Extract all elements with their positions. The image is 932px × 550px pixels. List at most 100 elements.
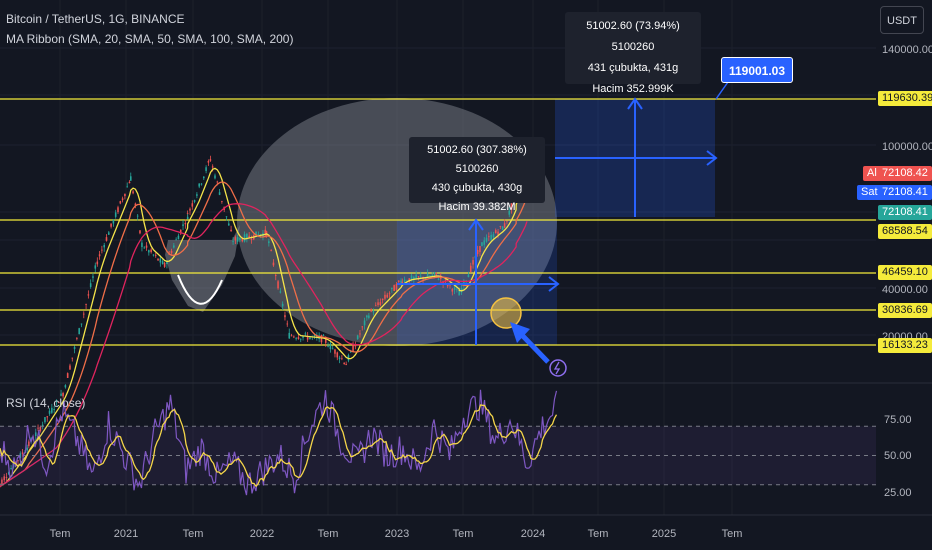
candle-body xyxy=(413,276,415,279)
measure-2-arrowhead-right xyxy=(706,150,718,166)
candle-body xyxy=(284,315,286,318)
candle-body xyxy=(89,283,92,287)
candle-body xyxy=(98,254,101,257)
candle-body xyxy=(182,224,184,227)
last-price: 72108.41 xyxy=(878,205,932,220)
time-tick-label: Tem xyxy=(183,528,204,540)
candle-body xyxy=(270,250,272,251)
candle-body xyxy=(241,239,244,242)
candle-body xyxy=(46,416,49,418)
time-tick-label: 2025 xyxy=(652,528,676,540)
candle-body xyxy=(458,290,461,294)
candle-body xyxy=(205,167,207,171)
candle-body xyxy=(293,336,295,338)
candle-body xyxy=(248,235,250,238)
measure-1-change: 51002.60 (307.38%) 5100260 xyxy=(427,144,527,175)
candle-body xyxy=(277,281,279,289)
candle-body xyxy=(184,223,187,225)
candle-body xyxy=(73,346,76,350)
rsi-tick-label: 25.00 xyxy=(884,487,912,499)
candle-body xyxy=(234,237,237,241)
candle-body xyxy=(483,240,486,245)
candle-body xyxy=(329,343,332,350)
candle-body xyxy=(117,207,119,213)
candle-body xyxy=(41,424,44,427)
candle-body xyxy=(202,176,205,179)
candle-body xyxy=(336,352,339,358)
candle-body xyxy=(166,261,168,265)
candle-body xyxy=(295,338,297,340)
level-tag-46459: 46459.10 xyxy=(878,265,932,280)
bid-price: 72108.41 xyxy=(878,185,932,200)
time-tick-label: 2021 xyxy=(114,528,138,540)
candle-body xyxy=(161,261,164,265)
candle-body xyxy=(401,281,404,284)
candle-body xyxy=(424,277,427,279)
candle-body xyxy=(446,284,449,287)
candle-body xyxy=(250,238,253,240)
candle-body xyxy=(5,476,8,478)
candle-body xyxy=(57,401,60,403)
candle-body xyxy=(372,311,375,313)
candle-body xyxy=(64,385,67,388)
candle-body xyxy=(306,336,309,340)
halving-highlight-circle xyxy=(490,297,522,329)
ma-ribbon-label[interactable]: MA Ribbon (SMA, 20, SMA, 50, SMA, 100, S… xyxy=(6,32,294,46)
rsi-line xyxy=(0,389,558,496)
candle-body xyxy=(490,234,492,240)
candle-body xyxy=(417,276,420,278)
target-price-label[interactable]: 119001.03 xyxy=(721,57,793,83)
candle-body xyxy=(94,265,97,269)
candle-body xyxy=(313,335,316,337)
candle-body xyxy=(356,335,359,340)
candle-body xyxy=(66,373,69,378)
candle-body xyxy=(19,453,22,459)
candle-body xyxy=(343,362,345,365)
candle-body xyxy=(8,471,10,475)
measure-2-bars: 431 çubukta, 431g xyxy=(587,62,679,74)
candle-body xyxy=(279,291,282,293)
candle-body xyxy=(400,280,402,284)
candle-body xyxy=(128,181,131,184)
candle-body xyxy=(141,242,143,247)
rsi-ma-line xyxy=(0,404,558,488)
callout-arrow-head xyxy=(510,322,530,343)
candle-body xyxy=(431,274,434,276)
currency-button[interactable]: USDT xyxy=(880,6,924,34)
rsi-label[interactable]: RSI (14, close) xyxy=(6,396,86,410)
candle-body xyxy=(152,254,155,256)
candle-body xyxy=(368,315,370,318)
time-tick-label: Tem xyxy=(50,528,71,540)
candle-body xyxy=(433,272,436,275)
candle-body xyxy=(221,200,223,202)
candle-body xyxy=(101,249,103,251)
bid-tag: Sat xyxy=(857,185,882,200)
symbol-title[interactable]: Bitcoin / TetherUS, 1G, BINANCE xyxy=(6,12,185,26)
candle-body xyxy=(322,335,325,337)
candle-body xyxy=(114,212,117,217)
candle-body xyxy=(501,226,504,230)
candle-body xyxy=(53,409,55,411)
candle-body xyxy=(492,234,495,238)
measure-tooltip-2: 51002.60 (73.94%) 5100260 431 çubukta, 4… xyxy=(565,12,701,95)
measure-1-arrowhead-up xyxy=(468,218,484,231)
candle-body xyxy=(419,275,422,277)
candle-body xyxy=(3,476,5,481)
candle-body xyxy=(324,339,327,343)
target-callout-line xyxy=(715,81,729,100)
candle-body xyxy=(26,447,28,451)
candle-body xyxy=(479,246,481,253)
candle-body xyxy=(437,278,440,280)
candle-body xyxy=(134,203,137,206)
candle-body xyxy=(426,273,429,277)
candle-body xyxy=(119,201,122,204)
candle-body xyxy=(51,407,53,413)
candle-body xyxy=(286,323,289,325)
candle-body xyxy=(397,280,400,282)
price-tick-label: 140000.00 xyxy=(882,44,932,56)
candle-body xyxy=(37,427,39,429)
candle-body xyxy=(429,275,431,277)
candle-body xyxy=(458,293,460,296)
